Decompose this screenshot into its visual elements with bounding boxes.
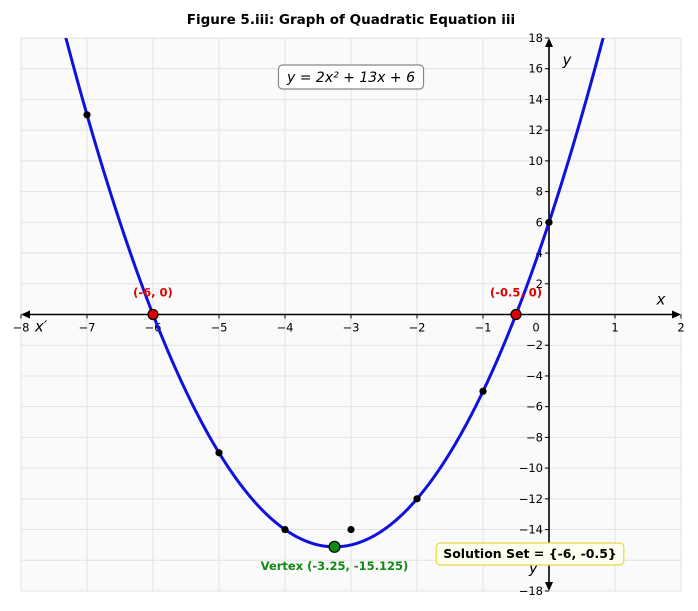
x-tick-label: −7: [79, 321, 96, 335]
root-point: [147, 308, 159, 321]
data-point: [347, 525, 355, 534]
y-tick-label: 8: [536, 185, 543, 199]
equation-box-frame: [277, 64, 425, 90]
y-tick-label: 12: [528, 123, 543, 137]
y-axis-label-positive: y: [562, 51, 573, 69]
data-point: [281, 525, 289, 534]
chart-title: Figure 5.iii: Graph of Quadratic Equatio…: [187, 12, 515, 28]
y-tick-label: −12: [519, 492, 543, 506]
y-tick-label: −14: [519, 523, 543, 537]
x-tick-label: −2: [409, 321, 426, 335]
solution-set-box: Solution Set = {-6, -0.5}: [435, 542, 625, 566]
solution-set-label: Solution Set = {-6, -0.5}: [443, 546, 617, 561]
x-tick-label: 0: [532, 321, 539, 335]
x-axis-arrow-right: [672, 310, 681, 319]
x-axis-arrow-left: [21, 310, 30, 319]
x-tick-label: −4: [277, 321, 294, 335]
data-point: [215, 449, 223, 457]
x-axis-label-negative: x′: [34, 318, 48, 336]
y-tick-label: −4: [526, 369, 543, 383]
data-point: [479, 387, 487, 395]
y-tick-label: −10: [519, 461, 543, 475]
y-tick-label: −6: [526, 400, 543, 414]
y-tick-label: 18: [528, 31, 543, 45]
x-tick-label: 1: [611, 321, 618, 335]
root-label: (-6, 0): [133, 286, 173, 300]
root-label: (-0.5, 0): [490, 286, 542, 300]
equation-label: y = 2x² + 13x + 6: [286, 70, 415, 86]
vertex-label: Vertex (-3.25, -15.125): [261, 559, 409, 573]
y-tick-label: −18: [519, 584, 543, 598]
vertex-point: [328, 540, 341, 553]
y-axis-arrow-up: [545, 38, 553, 47]
y-tick-label: −8: [526, 430, 543, 444]
y-axis-arrow-down: [545, 582, 553, 591]
y-tick-label: 6: [536, 215, 543, 229]
x-axis-label-positive: x: [656, 291, 666, 309]
x-tick-label: 2: [677, 321, 684, 335]
data-point: [413, 495, 421, 503]
x-tick-label: −8: [13, 321, 30, 335]
parabola-curve: [64, 38, 605, 549]
root-point: [510, 308, 522, 321]
solution-set-frame: [435, 542, 625, 566]
y-tick-label: 16: [528, 62, 543, 76]
y-tick-label: 10: [528, 154, 543, 168]
tick-labels: −8−7−6−5−4−3−2−1012−18−16−14−12−10−8−6−4…: [13, 31, 685, 598]
data-point: [83, 111, 91, 119]
y-tick-label: −2: [526, 338, 543, 352]
y-tick-label: 2: [536, 277, 543, 291]
data-point: [545, 218, 553, 226]
x-tick-label: −5: [211, 321, 228, 335]
x-tick-label: −1: [475, 321, 492, 335]
x-tick-label: −3: [343, 321, 360, 335]
y-tick-label: 14: [528, 92, 543, 106]
data-points: (-6, 0) (-0.5, 0) Vertex (-3.25, -15.125): [83, 111, 553, 573]
equation-box: y = 2x² + 13x + 6: [277, 64, 425, 90]
